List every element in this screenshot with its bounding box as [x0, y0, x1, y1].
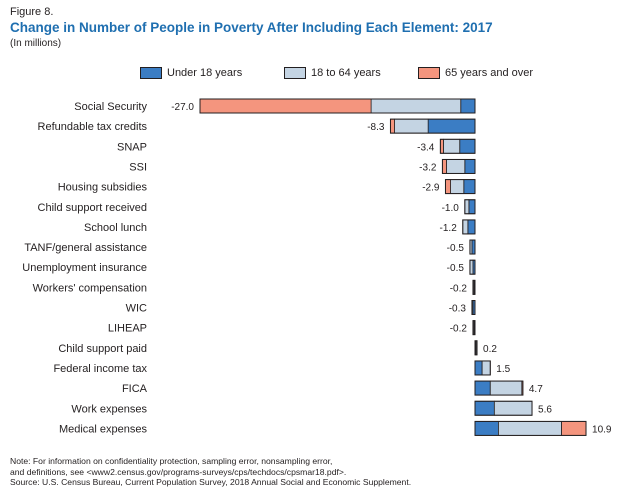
category-label-child-support-paid: Child support paid: [58, 343, 147, 355]
value-label-tanf-general-assistance: -0.5: [447, 243, 465, 254]
bar-outline-fica: [474, 380, 524, 396]
category-label-medical-expenses: Medical expenses: [59, 423, 148, 435]
bar-outline-tanf-general-assistance: [469, 239, 476, 255]
category-label-school-lunch: School lunch: [84, 222, 147, 234]
bar-social-security-65-over: [199, 98, 372, 114]
category-label-federal-income-tax: Federal income tax: [53, 363, 147, 375]
bar-ssi-under-18: [464, 159, 476, 174]
category-label-tanf-general-assistance: TANF/general assistance: [24, 242, 147, 254]
category-label-child-support-received: Child support received: [38, 202, 147, 214]
value-label-medical-expenses: 10.9: [592, 424, 612, 435]
category-label-social-security: Social Security: [74, 101, 147, 113]
category-label-fica: FICA: [122, 383, 148, 395]
bar-outline-school-lunch: [462, 219, 476, 235]
legend-label-18-64: 18 to 64 years: [311, 67, 381, 79]
value-label-child-support-paid: 0.2: [483, 344, 497, 355]
note-line-1: Note: For information on confidentiality…: [10, 456, 333, 466]
bar-outline-child-support-paid: [474, 340, 478, 356]
bar-federal-income-tax-18-64: [481, 360, 491, 376]
legend-swatch-18-64: [284, 67, 306, 79]
category-label-refundable-tax-credits: Refundable tax credits: [38, 121, 148, 133]
bar-school-lunch-under-18: [467, 219, 476, 235]
value-label-fica: 4.7: [529, 384, 543, 395]
bar-medical-expenses-18-64: [498, 420, 562, 436]
bar-outline-liheap: [472, 320, 476, 336]
legend-swatch-under-18: [140, 67, 162, 79]
bar-work-expenses-18-64: [493, 400, 533, 416]
category-label-work-expenses: Work expenses: [71, 403, 147, 415]
bar-outline-federal-income-tax: [474, 360, 491, 376]
category-label-wic: WIC: [126, 303, 147, 315]
category-label-housing-subsidies: Housing subsidies: [58, 182, 148, 194]
bar-work-expenses-under-18: [474, 400, 495, 416]
bar-housing-subsidies-under-18: [463, 179, 476, 195]
note-line-2: and definitions, see <www2.census.gov/pr…: [10, 466, 347, 477]
bar-snap-18-64: [443, 138, 461, 154]
notes: Note: For information on confidentiality…: [10, 456, 411, 488]
bar-fica-18-64: [489, 380, 523, 396]
legend-item-65-over: 65 years and over: [418, 66, 533, 80]
figure-label: Figure 8.: [10, 6, 54, 18]
category-label-liheap: LIHEAP: [108, 323, 147, 335]
legend-swatch-65-over: [418, 67, 440, 79]
category-label-snap: SNAP: [117, 141, 147, 153]
bar-outline-social-security: [199, 98, 476, 114]
category-label-unemployment-insurance: Unemployment insurance: [22, 262, 147, 274]
bar-medical-expenses-under-18: [474, 420, 499, 436]
value-label-work-expenses: 5.6: [538, 404, 552, 415]
bar-housing-subsidies-18-64: [450, 179, 465, 195]
bar-school-lunch-18-64: [462, 219, 469, 235]
bar-child-support-received-18-64: [464, 199, 470, 215]
bar-medical-expenses-65-over: [561, 420, 587, 436]
value-label-liheap: -0.2: [450, 324, 468, 335]
legend-item-under-18: Under 18 years: [140, 66, 242, 80]
bar-outline-snap: [439, 138, 476, 154]
bar-outline-housing-subsidies: [444, 179, 476, 195]
bar-outline-unemployment-insurance: [469, 259, 476, 275]
value-label-child-support-received: -1.0: [442, 203, 460, 214]
bar-social-security-18-64: [370, 98, 462, 114]
source-line: Source: U.S. Census Bureau, Current Popu…: [10, 477, 412, 487]
value-label-school-lunch: -1.2: [440, 223, 458, 234]
value-label-snap: -3.4: [417, 142, 435, 153]
bar-ssi-18-64: [446, 159, 466, 174]
category-label-ssi: SSI: [129, 161, 147, 173]
bar-social-security-under-18: [460, 98, 476, 114]
bar-chart: Social Security -27.0 Refundable tax credi…: [22, 98, 612, 436]
bar-outline-ssi: [441, 158, 476, 174]
legend-label-under-18: Under 18 years: [167, 67, 243, 79]
bar-refundable-tax-credits-65-over: [390, 118, 395, 134]
value-label-federal-income-tax: 1.5: [496, 364, 510, 375]
value-label-wic: -0.3: [449, 304, 467, 315]
bar-fica-under-18: [474, 380, 491, 396]
value-label-workers-compensation: -0.2: [450, 283, 468, 294]
chart-title: Change in Number of People in Poverty Af…: [10, 20, 493, 35]
legend-label-65-over: 65 years and over: [445, 67, 534, 79]
bar-outline-wic: [471, 300, 476, 315]
bar-refundable-tax-credits-18-64: [394, 118, 429, 134]
value-label-social-security: -27.0: [171, 102, 194, 113]
bar-child-support-received-under-18: [468, 199, 476, 215]
bar-snap-under-18: [459, 138, 476, 154]
value-label-refundable-tax-credits: -8.3: [367, 122, 385, 133]
value-label-ssi: -3.2: [419, 162, 437, 173]
bar-ssi-65-over: [442, 159, 447, 174]
bar-federal-income-tax-under-18: [474, 360, 483, 376]
value-label-unemployment-insurance: -0.5: [447, 263, 465, 274]
bar-refundable-tax-credits-under-18: [427, 118, 476, 134]
value-label-housing-subsidies: -2.9: [422, 183, 440, 194]
chart-subtitle: (In millions): [10, 38, 62, 49]
bar-housing-subsidies-65-over: [445, 179, 451, 195]
bar-outline-workers-compensation: [472, 279, 476, 295]
bar-outline-child-support-received: [464, 199, 476, 215]
category-label-workers-compensation: Workers' compensation: [33, 282, 147, 294]
bar-outline-work-expenses: [474, 400, 533, 416]
bar-outline-medical-expenses: [474, 420, 587, 436]
legend-item-18-64: 18 to 64 years: [284, 66, 381, 80]
bar-outline-refundable-tax-credits: [389, 118, 476, 134]
